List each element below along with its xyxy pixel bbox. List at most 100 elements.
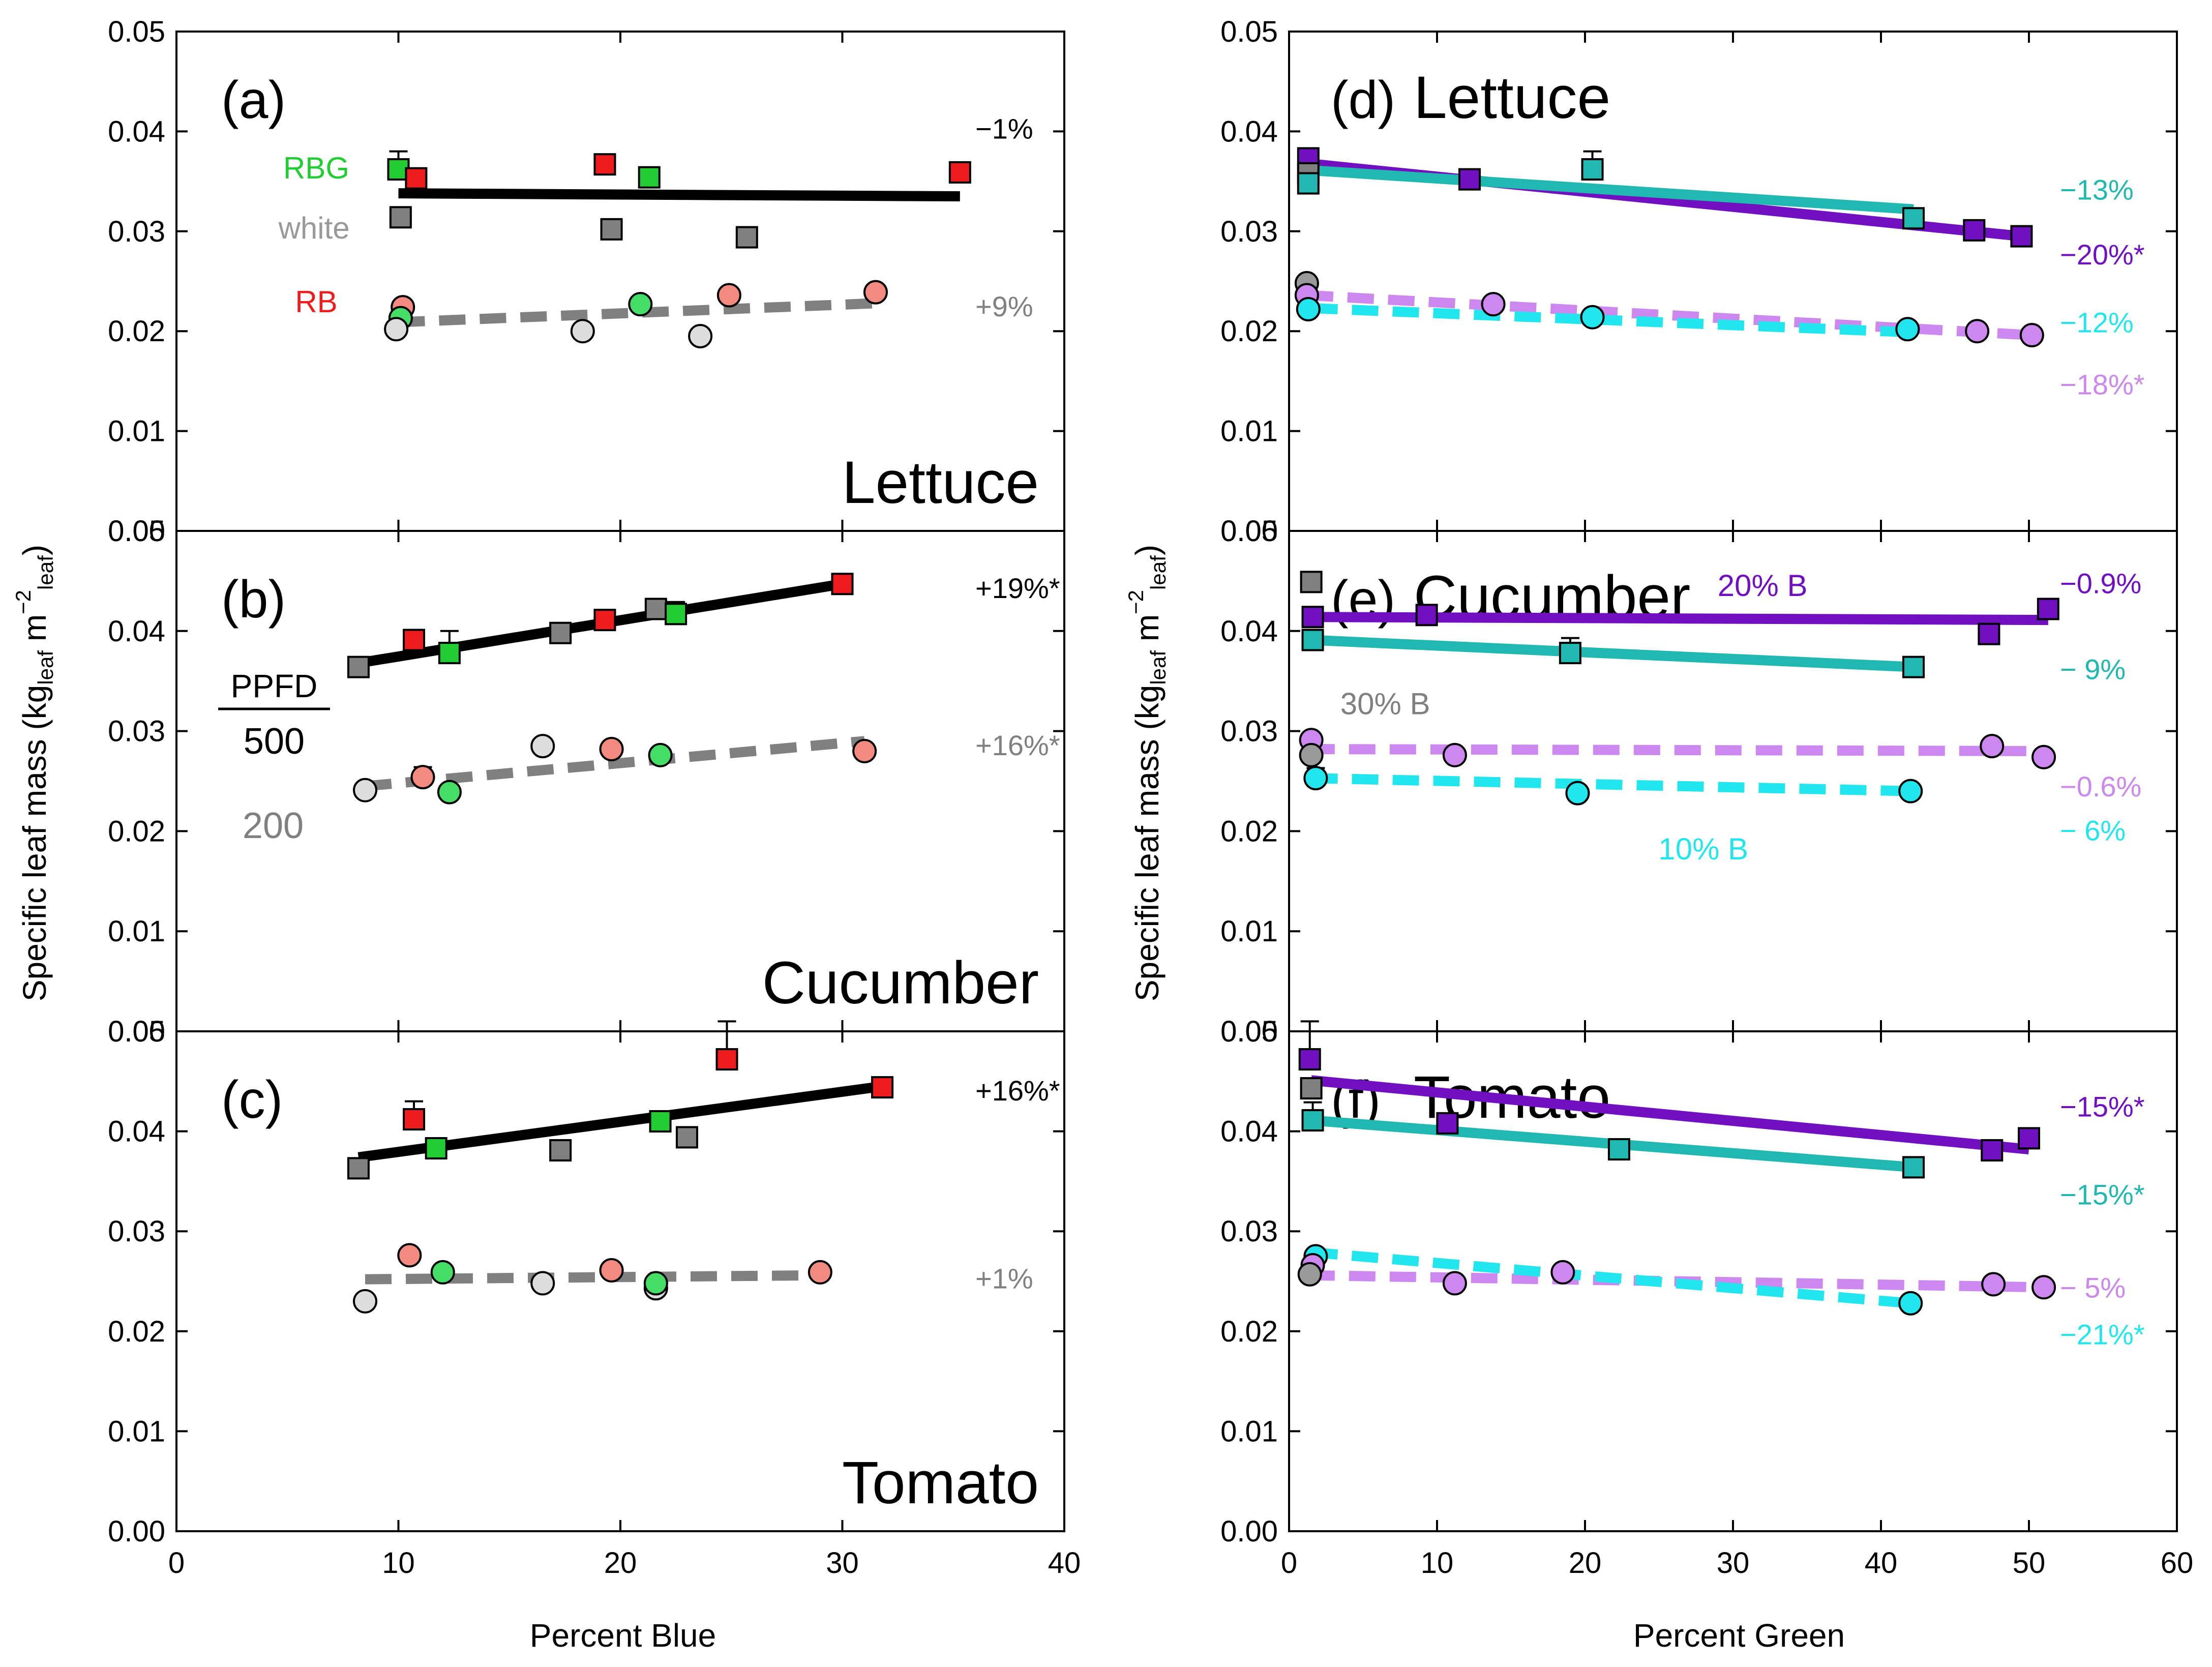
y-tick-label: 0.03 bbox=[108, 215, 165, 248]
crop-name: Lettuce bbox=[842, 449, 1039, 516]
data-point-circle bbox=[530, 734, 555, 759]
data-point-circle bbox=[1442, 1271, 1467, 1296]
data-point-square bbox=[638, 166, 661, 189]
fit-line bbox=[1310, 1247, 1911, 1308]
panel-label: (b) bbox=[221, 570, 286, 629]
fit-line bbox=[1311, 773, 1911, 796]
data-point-square bbox=[1301, 606, 1324, 629]
data-point-square bbox=[1301, 629, 1324, 651]
y-tick-label: 0.01 bbox=[1220, 1415, 1278, 1448]
fit-percent-label: −0.9% bbox=[2060, 567, 2141, 599]
legend-label: RBG bbox=[283, 151, 349, 185]
x-tick-label: 30 bbox=[826, 1546, 859, 1580]
data-point-square bbox=[425, 1137, 447, 1160]
x-tick-label: 0 bbox=[1281, 1546, 1297, 1580]
data-point-circle bbox=[430, 1260, 455, 1285]
data-point-square bbox=[1436, 1112, 1459, 1135]
ylabel-sub2: leaf bbox=[34, 555, 57, 590]
y-tick-label: 0.05 bbox=[1220, 515, 1278, 548]
annotation: 30% B bbox=[1340, 687, 1430, 721]
data-point-square bbox=[644, 598, 667, 620]
data-point-circle bbox=[599, 737, 624, 762]
data-point-square bbox=[735, 226, 758, 249]
y-tick-label: 0.03 bbox=[108, 715, 165, 748]
y-tick-label: 0.04 bbox=[1220, 615, 1278, 648]
fit-percent-label: +1% bbox=[975, 1263, 1033, 1295]
x-tick-label: 50 bbox=[2013, 1546, 2046, 1580]
y-tick-label: 0.00 bbox=[108, 1515, 165, 1548]
data-point-circle bbox=[1580, 305, 1605, 330]
data-point-square bbox=[549, 621, 572, 644]
data-point-square bbox=[1981, 1139, 2004, 1162]
data-point-circle bbox=[1895, 317, 1920, 342]
data-point-circle bbox=[1303, 766, 1328, 791]
ylabel-sub1: leaf bbox=[34, 650, 57, 685]
data-point-square bbox=[593, 153, 616, 176]
fit-percent-label: +16%* bbox=[975, 729, 1060, 761]
data-point-square bbox=[403, 629, 426, 651]
annotation: 20% B bbox=[1718, 569, 1808, 603]
y-tick-label: 0.01 bbox=[108, 1415, 165, 1448]
panel-label: (c) bbox=[221, 1070, 283, 1129]
data-point-circle bbox=[1442, 742, 1467, 767]
y-tick-label: 0.02 bbox=[108, 815, 165, 848]
y-tick-label: 0.04 bbox=[1220, 1115, 1278, 1148]
data-point-circle bbox=[863, 280, 888, 305]
panel-d: 0.00 0.01 0.02 0.03 0.04 0.05 (d) Lettuce −20%* −… bbox=[1220, 15, 2178, 548]
data-point-circle bbox=[1550, 1260, 1575, 1285]
panel-label: (d) bbox=[1331, 71, 1395, 130]
right-x-axis-label: Percent Green bbox=[1633, 1617, 1845, 1654]
fit-line bbox=[365, 1270, 825, 1285]
y-tick-label: 0.03 bbox=[1220, 1215, 1278, 1248]
data-point-circle bbox=[410, 765, 435, 790]
fit-percent-label: − 9% bbox=[2060, 653, 2126, 686]
fit-percent-label: +16%* bbox=[975, 1075, 1060, 1107]
ppfd-200: 200 bbox=[243, 806, 304, 846]
data-point-square bbox=[1902, 656, 1925, 678]
data-point-circle bbox=[353, 1289, 378, 1314]
ppfd-500: 500 bbox=[244, 721, 305, 762]
fit-percent-label: +19%* bbox=[975, 572, 1060, 604]
data-point-square bbox=[715, 1048, 738, 1071]
data-point-square bbox=[403, 1108, 426, 1131]
fit-line bbox=[1311, 303, 1908, 338]
crop-name: Tomato bbox=[842, 1449, 1039, 1516]
y-tick-label: 0.04 bbox=[108, 615, 165, 648]
data-point-circle bbox=[437, 780, 462, 805]
y-tick-label: 0.00 bbox=[1220, 1015, 1278, 1048]
y-tick-label: 0.05 bbox=[108, 515, 165, 548]
data-point-circle bbox=[1981, 1272, 2006, 1297]
y-tick-label: 0.05 bbox=[1220, 1015, 1278, 1048]
data-point-square bbox=[405, 167, 428, 190]
data-point-circle bbox=[599, 1258, 624, 1283]
x-tick-label: 0 bbox=[168, 1546, 185, 1580]
fit-line bbox=[398, 188, 960, 202]
data-point-circle bbox=[648, 742, 673, 767]
data-point-square bbox=[1458, 168, 1481, 191]
y-tick-label: 0.02 bbox=[108, 315, 165, 348]
fit-percent-label: −18%* bbox=[2060, 368, 2145, 400]
x-tick-label: 20 bbox=[1569, 1546, 1602, 1580]
y-tick-label: 0.03 bbox=[108, 1215, 165, 1248]
data-point-circle bbox=[1898, 1291, 1923, 1316]
data-point-square bbox=[600, 218, 623, 241]
y-tick-label: 0.00 bbox=[1220, 515, 1278, 548]
data-point-square bbox=[831, 573, 854, 596]
y-tick-label: 0.04 bbox=[108, 1115, 165, 1148]
ylabel-main-right: Specific leaf mass (kg bbox=[1129, 685, 1165, 1001]
y-tick-label: 0.02 bbox=[1220, 815, 1278, 848]
data-point-circle bbox=[570, 319, 595, 344]
y-tick-label: 0.01 bbox=[108, 915, 165, 948]
y-tick-label: 0.05 bbox=[108, 1015, 165, 1048]
x-tick-label: 40 bbox=[1865, 1546, 1898, 1580]
data-point-circle bbox=[384, 317, 409, 342]
data-point-square bbox=[438, 642, 461, 665]
data-point-circle bbox=[2019, 323, 2044, 348]
y-tick-label: 0.03 bbox=[1220, 215, 1278, 248]
data-point-circle bbox=[852, 738, 877, 763]
data-point-square bbox=[1301, 1109, 1324, 1132]
data-point-square bbox=[1559, 642, 1581, 665]
y-tick-label: 0.05 bbox=[1220, 15, 1278, 48]
data-point-square bbox=[1415, 604, 1438, 627]
